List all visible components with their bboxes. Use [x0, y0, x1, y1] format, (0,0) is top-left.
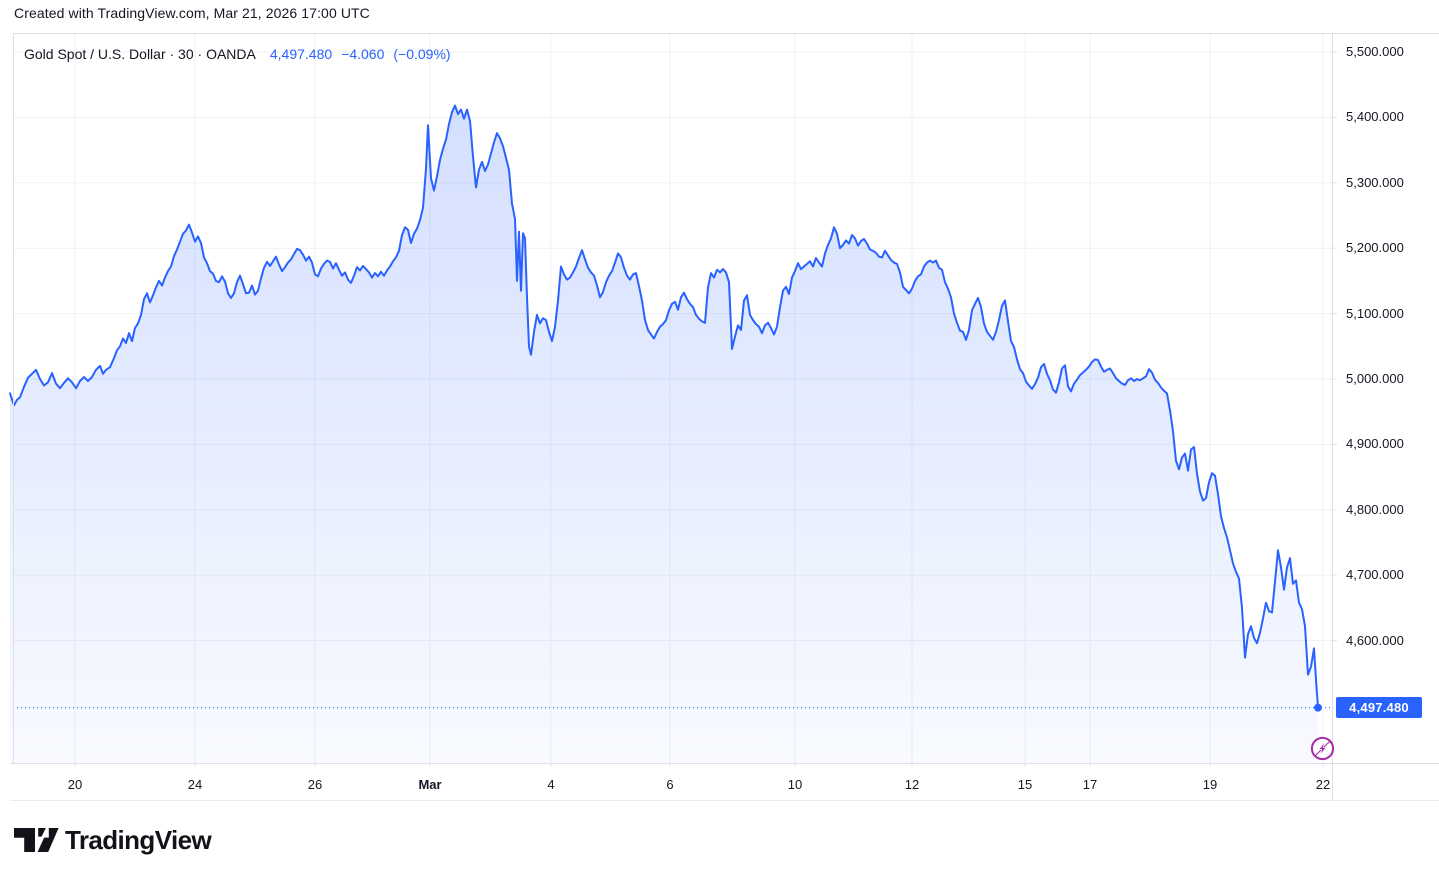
- price-axis-label: 5,000.000: [1346, 371, 1404, 386]
- time-axis-label: 24: [187, 777, 203, 792]
- price-axis-label: 5,300.000: [1346, 174, 1404, 190]
- price-axis-label: 5,200.000: [1346, 240, 1404, 256]
- time-axis-label: 10: [787, 777, 803, 792]
- price-scale-border: [1332, 33, 1333, 800]
- price-axis-label: 4,800.000: [1346, 501, 1404, 517]
- tradingview-logo-icon: [14, 828, 59, 852]
- time-scale[interactable]: 20 24 26 Mar 4 6 10 12 15 17 19 22: [0, 763, 1439, 800]
- time-axis-label: 12: [904, 777, 920, 792]
- time-axis-label: 26: [307, 777, 323, 792]
- time-axis-label: Mar: [418, 777, 442, 792]
- price-axis-label: 5,100.000: [1346, 305, 1404, 321]
- price-axis-label: 4,900.000: [1346, 436, 1404, 452]
- bottom-border: [10, 800, 1439, 801]
- time-scale-border: [10, 763, 1439, 764]
- time-axis-label: 20: [67, 777, 83, 792]
- time-axis-label: 19: [1202, 777, 1218, 792]
- header-change: −4.060: [341, 46, 385, 62]
- symbol-header: Gold Spot / U.S. Dollar · 30 · OANDA 4,49…: [24, 46, 451, 62]
- time-axis-label: 22: [1315, 777, 1331, 792]
- price-axis-label: 5,400.000: [1346, 109, 1404, 125]
- price-axis-label: 4,700.000: [1346, 567, 1404, 583]
- tradingview-logo[interactable]: TradingView: [14, 824, 212, 855]
- time-axis-label: 4: [547, 777, 555, 792]
- price-axis-label: 4,600.000: [1346, 632, 1404, 648]
- time-axis-label: 15: [1017, 777, 1033, 792]
- price-scale[interactable]: 5,500.000 5,400.000 5,300.000 5,200.000 5,10…: [1332, 33, 1439, 763]
- created-with-label: Created with TradingView.com, Mar 21, 20…: [14, 5, 370, 21]
- tradingview-logo-text: TradingView: [65, 824, 212, 855]
- pane-top-border: [13, 33, 1439, 34]
- chart-pane[interactable]: [13, 33, 1332, 763]
- header-last-price: 4,497.480: [269, 46, 333, 62]
- flash-button[interactable]: [1309, 735, 1336, 762]
- time-axis-label: 6: [666, 777, 674, 792]
- price-axis-label: 5,500.000: [1346, 44, 1404, 59]
- lightning-bolt-icon: [1310, 736, 1335, 761]
- symbol-title: Gold Spot / U.S. Dollar · 30 · OANDA: [24, 46, 256, 62]
- time-axis-label: 17: [1082, 777, 1098, 792]
- current-price-tag: 4,497.480: [1336, 697, 1422, 719]
- pane-left-border: [13, 33, 14, 763]
- header-change-percent: (−0.09%): [393, 46, 451, 62]
